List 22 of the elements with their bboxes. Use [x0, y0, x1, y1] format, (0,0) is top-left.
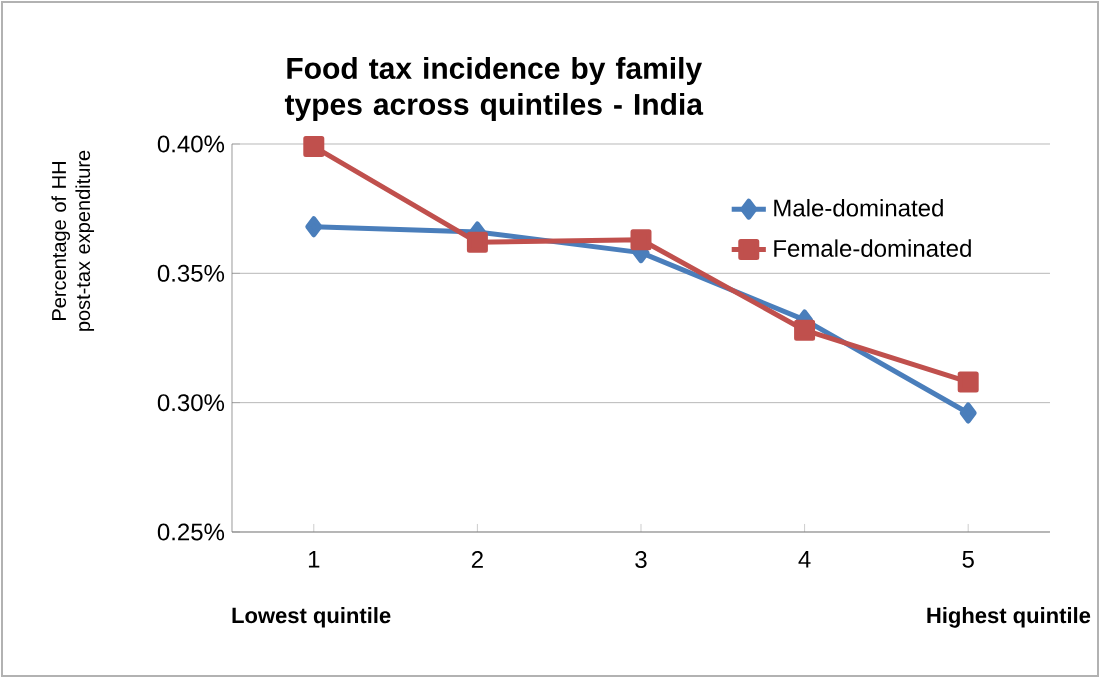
point: [303, 136, 325, 158]
y-tick-label: 0.35%: [157, 264, 225, 282]
x-tick-label: 2: [471, 551, 483, 568]
legend-label: Female-dominated: [774, 239, 971, 257]
point: [794, 319, 816, 341]
y-tick-label: 0.25%: [157, 523, 225, 541]
legend-label: Male-dominated: [774, 198, 943, 217]
x-tick-label: 4: [798, 551, 811, 568]
x-tick-label: 5: [962, 551, 974, 568]
point: [957, 371, 979, 393]
point: [466, 231, 488, 253]
point: [959, 402, 977, 424]
point: [305, 216, 323, 238]
text: Lowest quintile: [232, 607, 391, 628]
x-tick-label: 3: [635, 551, 647, 569]
y-tick-label: 0.40%: [157, 135, 225, 153]
y-axis-title: Percentage of HH post-tax expenditure: [51, 150, 95, 331]
y-tick-label: 0.30%: [157, 394, 225, 412]
point: [630, 229, 652, 251]
text: Highest quintile: [927, 607, 1091, 628]
chart-title: Food tax incidence by family types across quintiles - India: [284, 56, 704, 121]
x-tick-label: 1: [308, 551, 320, 568]
